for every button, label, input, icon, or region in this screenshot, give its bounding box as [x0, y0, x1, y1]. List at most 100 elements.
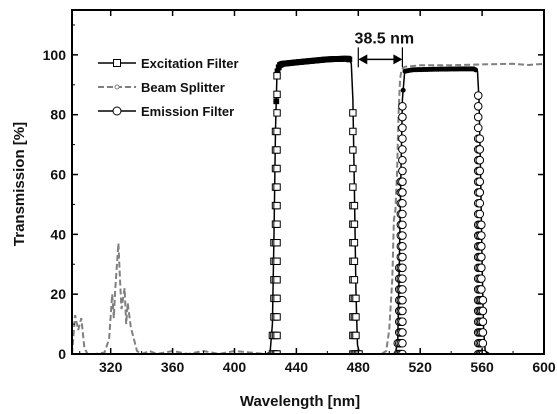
excitation-filter-marker [352, 331, 360, 340]
excitation-filter-marker [352, 313, 360, 321]
emission-filter-marker [398, 242, 407, 251]
excitation-filter-marker [349, 127, 357, 136]
emission-filter-marker [398, 102, 407, 111]
x-tick-label: 400 [223, 359, 247, 375]
excitation-filter-marker [273, 294, 281, 303]
x-tick-label: 520 [409, 359, 433, 375]
emission-filter-marker [477, 274, 486, 283]
emission-filter-marker [478, 317, 488, 326]
emission-filter-marker [398, 338, 407, 348]
excitation-filter-marker [352, 294, 360, 303]
emission-filter-marker [398, 112, 407, 122]
emission-filter-marker [478, 295, 488, 305]
legend-circle-marker-icon [112, 106, 122, 116]
emission-filter-marker [475, 145, 485, 154]
excitation-filter-marker [273, 164, 281, 173]
x-axis-label: Wavelength [nm] [240, 393, 360, 410]
emission-filter-marker [398, 231, 407, 240]
excitation-filter-marker [350, 239, 359, 247]
excitation-filter-point [273, 98, 280, 105]
legend-label-excitation-filter: Excitation Filter [141, 56, 239, 71]
legend-dot-marker-icon [114, 84, 120, 90]
emission-filter-marker [398, 220, 407, 230]
emission-filter-marker [398, 145, 407, 154]
y-tick-label: 40 [50, 226, 66, 242]
x-tick-label: 560 [470, 359, 494, 375]
emission-filter-marker [398, 134, 407, 143]
y-axis-label: Transmission [%] [11, 122, 28, 246]
emission-filter-marker [473, 91, 483, 100]
y-tick-label: 0 [58, 346, 66, 362]
emission-filter-marker [475, 177, 485, 187]
emission-filter-point [473, 67, 479, 73]
excitation-filter-marker [273, 331, 281, 340]
annotation-label: 38.5 nm [355, 30, 415, 47]
excitation-filter-marker [273, 109, 281, 117]
emission-filter-marker [478, 338, 488, 348]
emission-filter-marker [398, 177, 407, 187]
emission-filter-marker [477, 252, 486, 262]
x-tick-label: 480 [347, 359, 371, 375]
excitation-filter-marker [273, 90, 281, 99]
emission-filter-marker [398, 209, 407, 219]
emission-filter-marker [398, 263, 407, 273]
excitation-filter-marker [350, 257, 359, 265]
excitation-filter-marker [350, 276, 359, 284]
emission-filter-marker [473, 123, 483, 133]
emission-filter-point [400, 87, 406, 93]
legend-label-beam-splitter: Beam Splitter [141, 80, 225, 95]
excitation-filter-marker [350, 220, 359, 228]
emission-filter-marker [398, 306, 407, 316]
emission-filter-marker [398, 317, 407, 326]
excitation-filter-point [346, 56, 353, 63]
emission-filter-marker [398, 198, 407, 208]
excitation-filter-marker [273, 239, 281, 247]
excitation-filter-marker [350, 201, 359, 210]
emission-filter-marker [475, 209, 485, 219]
excitation-filter-marker [349, 183, 357, 191]
excitation-filter-marker [349, 164, 357, 173]
emission-filter-marker [475, 198, 485, 208]
emission-filter-marker [475, 155, 485, 165]
x-tick-label: 440 [285, 359, 309, 375]
emission-filter-marker [398, 166, 407, 176]
excitation-filter-marker [273, 127, 281, 136]
excitation-filter-marker [273, 257, 281, 265]
legend: Excitation Filter Beam Splitter Emission F… [98, 56, 239, 119]
emission-filter-marker [477, 231, 486, 240]
y-tick-label: 80 [50, 107, 66, 123]
emission-filter-marker [398, 123, 407, 133]
plot-data [72, 55, 544, 354]
y-tick-label: 20 [50, 286, 66, 302]
excitation-filter-marker [273, 201, 281, 210]
y-tick-label: 100 [43, 47, 67, 63]
x-tick-label: 360 [161, 359, 185, 375]
excitation-filter-marker [349, 109, 357, 117]
emission-filter-marker [473, 112, 483, 122]
annotation-arrowhead-left [358, 54, 368, 65]
excitation-filter-marker [349, 146, 357, 154]
emission-filter-marker [478, 306, 488, 316]
emission-filter-marker [475, 166, 485, 176]
emission-filter-marker [475, 134, 485, 143]
x-tick-label: 600 [532, 359, 556, 375]
legend-square-marker-icon [113, 59, 121, 67]
excitation-filter-marker [273, 220, 281, 228]
excitation-filter-marker [273, 183, 281, 191]
emission-filter-marker [477, 285, 486, 294]
y-tick-label: 60 [50, 167, 66, 183]
legend-label-emission-filter: Emission Filter [141, 104, 234, 119]
annotation-arrowhead-right [393, 54, 403, 65]
excitation-filter-marker [273, 276, 281, 284]
emission-filter-marker [398, 155, 407, 165]
emission-filter-marker [398, 274, 407, 283]
emission-filter-marker [477, 242, 486, 251]
x-tick-label: 320 [99, 359, 123, 375]
plot-frame [71, 9, 545, 355]
series-beam-splitter-line [72, 62, 544, 354]
excitation-filter-marker [273, 146, 281, 154]
emission-filter-marker [398, 295, 407, 305]
emission-filter-marker [478, 328, 488, 337]
emission-filter-marker [477, 220, 486, 230]
